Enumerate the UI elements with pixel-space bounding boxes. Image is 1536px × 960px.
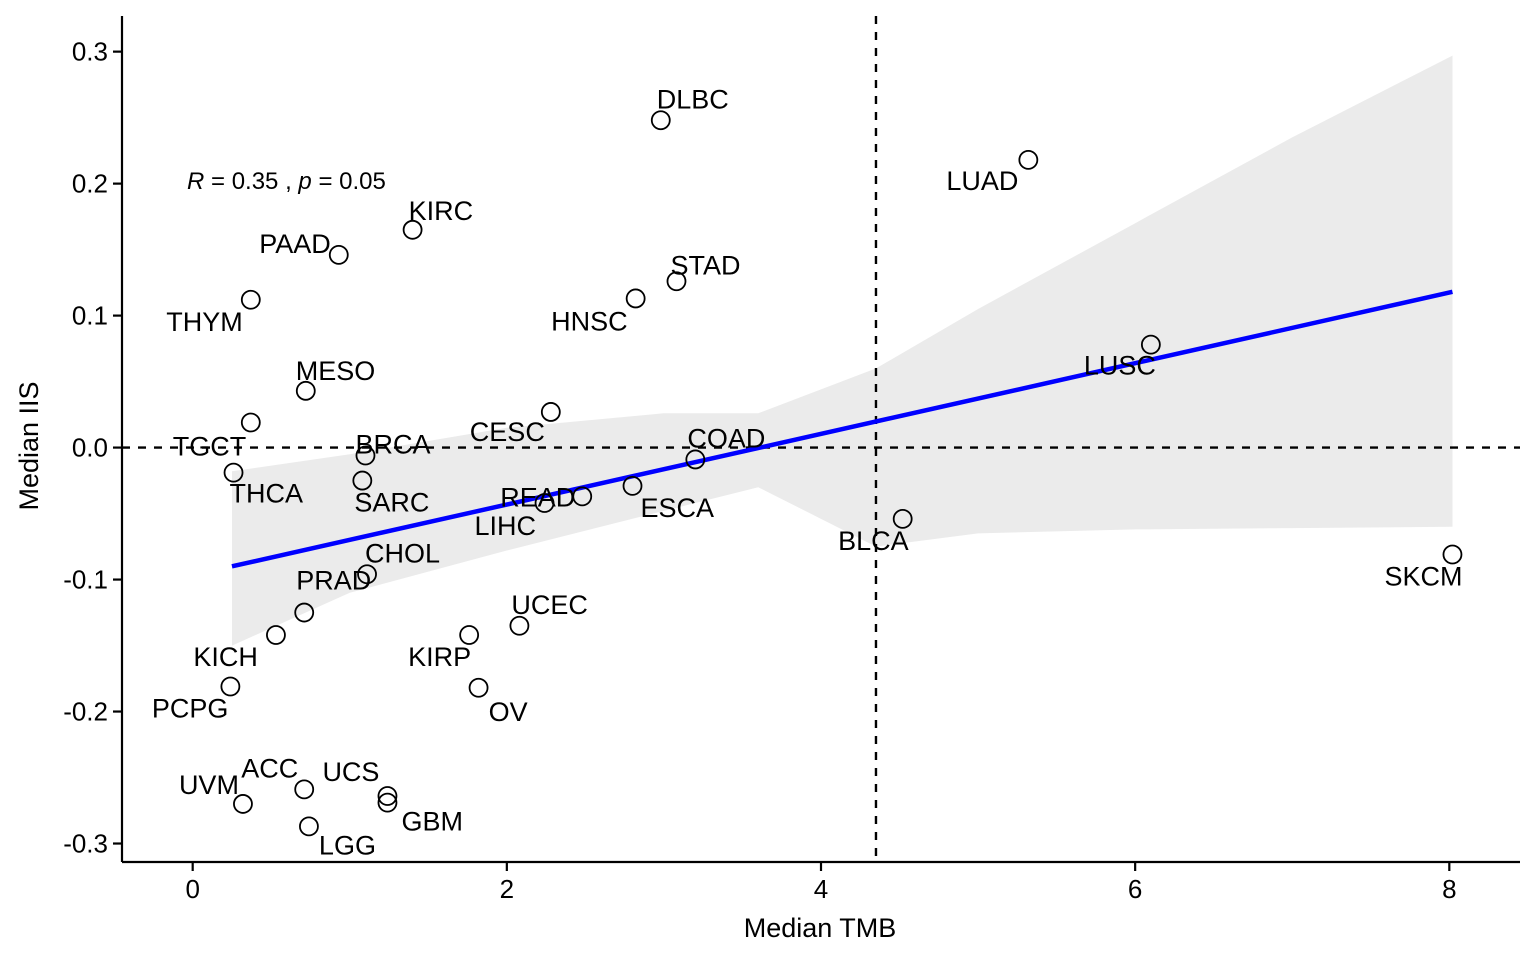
point-label-tgct: TGCT bbox=[173, 432, 247, 462]
point-label-lusc: LUSC bbox=[1084, 351, 1156, 381]
point-coad bbox=[685, 449, 706, 470]
r-value-text: = 0.35 , bbox=[204, 168, 298, 195]
point-label-kirc: KIRC bbox=[409, 196, 474, 226]
point-label-lihc: LIHC bbox=[475, 511, 537, 541]
y-tick-label: -0.3 bbox=[63, 829, 108, 859]
y-tick-label: 0.0 bbox=[72, 433, 108, 463]
point-label-luad: LUAD bbox=[946, 166, 1018, 196]
point-label-cesc: CESC bbox=[470, 417, 545, 447]
reference-lines-layer bbox=[122, 16, 1520, 862]
point-esca bbox=[622, 475, 643, 496]
point-label-sarc: SARC bbox=[354, 488, 429, 518]
point-label-kich: KICH bbox=[193, 642, 258, 672]
point-chol bbox=[357, 564, 377, 585]
point-pcpg bbox=[220, 676, 241, 697]
regression-line bbox=[231, 289, 1453, 569]
y-axis-title: Median IIS bbox=[14, 381, 44, 510]
point-meso bbox=[295, 380, 316, 401]
point-kich bbox=[266, 625, 286, 645]
point-read bbox=[572, 486, 593, 507]
point-lihc bbox=[534, 493, 555, 513]
point-sarc bbox=[352, 470, 373, 491]
point-lgg bbox=[299, 816, 319, 837]
point-tgct bbox=[240, 412, 261, 433]
x-tick-label: 0 bbox=[185, 874, 199, 904]
point-skcm bbox=[1442, 544, 1463, 565]
point-label-ov: OV bbox=[489, 697, 528, 727]
point-label-chol: CHOL bbox=[365, 538, 440, 568]
point-lusc bbox=[1140, 334, 1161, 355]
correlation-annotation: R = 0.35 , p = 0.05 bbox=[187, 168, 386, 195]
point-label-gbm: GBM bbox=[401, 807, 463, 837]
point-label-brca: BRCA bbox=[355, 429, 430, 459]
point-ucs bbox=[377, 786, 398, 806]
x-axis-title: Median TMB bbox=[744, 913, 897, 943]
point-dlbc bbox=[650, 110, 671, 131]
point-label-blca: BLCA bbox=[838, 526, 909, 556]
point-label-ucs: UCS bbox=[322, 757, 379, 787]
point-luad bbox=[1018, 149, 1039, 170]
x-tick-label: 6 bbox=[1128, 874, 1142, 904]
point-label-thym: THYM bbox=[166, 307, 243, 337]
point-label-pcpg: PCPG bbox=[152, 693, 229, 723]
y-tick-label: 0.3 bbox=[72, 37, 108, 67]
y-tick-label: 0.2 bbox=[72, 169, 108, 199]
point-label-meso: MESO bbox=[296, 356, 376, 386]
point-uvm bbox=[233, 794, 253, 814]
point-label-stad: STAD bbox=[670, 250, 740, 280]
point-prad bbox=[294, 602, 315, 623]
point-acc bbox=[294, 779, 315, 800]
point-label-hnsc: HNSC bbox=[551, 306, 628, 336]
point-label-dlbc: DLBC bbox=[657, 84, 729, 114]
point-brca bbox=[355, 445, 376, 466]
point-blca bbox=[892, 508, 913, 529]
point-label-ucec: UCEC bbox=[511, 590, 588, 620]
point-label-kirp: KIRP bbox=[408, 642, 471, 672]
point-label-read: READ bbox=[500, 482, 575, 512]
point-cesc bbox=[540, 402, 561, 422]
points-layer bbox=[220, 110, 1463, 837]
point-gbm bbox=[377, 792, 398, 813]
y-tick-label: 0.1 bbox=[72, 301, 108, 331]
point-thym bbox=[240, 289, 261, 310]
regression-line-layer bbox=[231, 289, 1453, 569]
point-label-prad: PRAD bbox=[296, 566, 371, 596]
axes-layer: 0 2 4 6 8 -0.3 -0.2 -0.1 0.0 0.1 0.2 0.3 bbox=[63, 16, 1520, 904]
point-label-coad: COAD bbox=[687, 423, 765, 453]
x-tick-label: 8 bbox=[1442, 874, 1456, 904]
y-tick-label: -0.1 bbox=[63, 565, 108, 595]
point-label-esca: ESCA bbox=[641, 493, 715, 523]
point-label-thca: THCA bbox=[230, 479, 304, 509]
point-label-acc: ACC bbox=[241, 753, 298, 783]
point-label-skcm: SKCM bbox=[1384, 561, 1462, 591]
x-tick-label: 2 bbox=[500, 874, 514, 904]
point-paad bbox=[328, 244, 349, 265]
y-tick-label: -0.2 bbox=[63, 697, 108, 727]
point-label-uvm: UVM bbox=[179, 770, 239, 800]
p-value-text: = 0.05 bbox=[312, 168, 386, 195]
p-symbol: p bbox=[297, 168, 311, 195]
r-symbol: R bbox=[187, 168, 204, 195]
point-hnsc bbox=[625, 288, 646, 309]
point-labels-layer: DLBC LUAD KIRC PAAD THYM STAD HNSC LUSC MESO TGCT… bbox=[152, 84, 1463, 860]
point-kirc bbox=[402, 219, 423, 240]
point-label-lgg: LGG bbox=[319, 830, 376, 860]
x-tick-label: 4 bbox=[814, 874, 828, 904]
point-ucec bbox=[509, 615, 530, 636]
point-ov bbox=[468, 677, 489, 698]
point-thca bbox=[223, 462, 244, 483]
point-stad bbox=[666, 271, 687, 292]
point-kirp bbox=[459, 625, 480, 645]
point-label-paad: PAAD bbox=[259, 229, 331, 259]
